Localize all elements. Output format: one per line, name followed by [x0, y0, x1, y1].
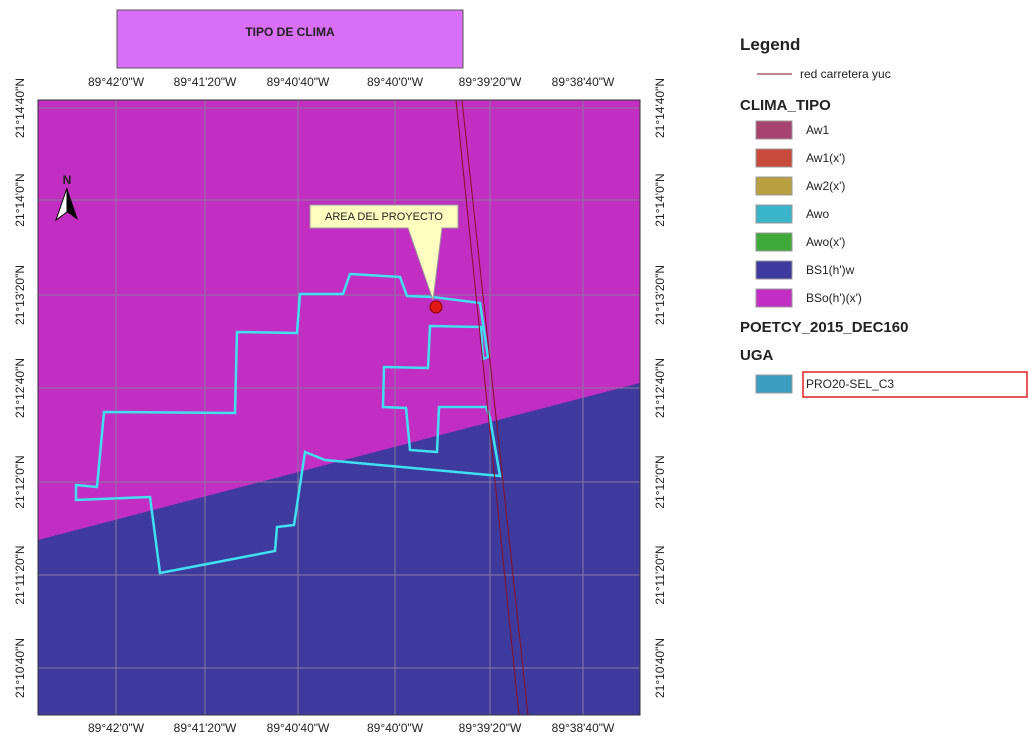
lon-label: 89°40'40"W — [267, 721, 330, 735]
lat-label: 21°10'40"N — [653, 638, 667, 698]
map-title: TIPO DE CLIMA — [245, 25, 335, 39]
lon-label: 89°38'40"W — [552, 721, 615, 735]
lat-label: 21°14'40"N — [653, 78, 667, 138]
project-point — [429, 300, 443, 314]
lat-label: 21°11'20"N — [13, 545, 27, 604]
lon-label: 89°40'0"W — [367, 75, 424, 89]
legend-label: BSo(h')(x') — [806, 291, 862, 305]
lon-label: 89°40'40"W — [267, 75, 330, 89]
longitude-labels: 89°42'0"W 89°42'0"W 89°41'20"W 89°41'20"W 89… — [88, 75, 615, 735]
legend-swatch — [755, 204, 793, 224]
legend-label: BS1(h')w — [806, 263, 855, 277]
map-frame — [37, 99, 641, 716]
legend-swatch — [755, 260, 793, 280]
project-boundary — [74, 272, 502, 575]
lat-label: 21°12'40"N — [653, 358, 667, 418]
map-body — [38, 100, 640, 715]
uga-heading: UGA — [740, 347, 774, 364]
legend-swatch — [755, 176, 793, 196]
legend-label: PRO20-SEL_C3 — [806, 377, 894, 391]
legend-label: Aw1 — [806, 123, 829, 137]
lon-label: 89°39'20"W — [459, 721, 522, 735]
road — [461, 100, 529, 715]
lat-label: 21°13'20"N — [13, 265, 27, 325]
legend-label: Awo(x') — [806, 235, 845, 249]
north-arrow: N — [55, 173, 78, 222]
lon-label: 89°38'40"W — [552, 75, 615, 89]
legend-swatch — [755, 288, 793, 308]
lon-label: 89°41'20"W — [174, 721, 237, 735]
lon-label: 89°39'20"W — [459, 75, 522, 89]
legend: Legend red carretera yuc CLIMA_TIPO Aw1 A… — [740, 35, 1028, 398]
lon-label: 89°42'0"W — [88, 721, 145, 735]
lat-label: 21°14'40"N — [13, 78, 27, 138]
lat-label: 21°12'0"N — [13, 455, 27, 508]
lat-label: 21°13'20"N — [653, 265, 667, 325]
lat-label: 21°12'40"N — [13, 358, 27, 418]
road-label: red carretera yuc — [800, 67, 891, 81]
clima-heading: CLIMA_TIPO — [740, 97, 831, 114]
title-box — [116, 9, 464, 69]
lon-label: 89°40'0"W — [367, 721, 424, 735]
legend-label: Awo — [806, 207, 829, 221]
road — [455, 100, 520, 715]
poetcy-heading: POETCY_2015_DEC160 — [740, 319, 908, 336]
lat-label: 21°14'0"N — [13, 173, 27, 226]
lat-label: 21°14'0"N — [653, 173, 667, 226]
legend-swatch — [755, 148, 793, 168]
legend-label: Aw2(x') — [806, 179, 845, 193]
callout-box — [309, 204, 459, 301]
north-label: N — [63, 173, 72, 187]
latitude-labels: 21°14'40"N 21°14'40"N 21°14'0"N 21°14'0"N 21… — [13, 78, 667, 698]
legend-swatch — [755, 374, 793, 394]
lon-label: 89°42'0"W — [88, 75, 145, 89]
callout-label: AREA DEL PROYECTO — [325, 211, 443, 223]
legend-swatch — [755, 232, 793, 252]
legend-swatch — [755, 120, 793, 140]
legend-label: Aw1(x') — [806, 151, 845, 165]
lat-label: 21°12'0"N — [653, 455, 667, 508]
lon-label: 89°41'20"W — [174, 75, 237, 89]
selection-box — [802, 371, 1028, 398]
lat-label: 21°11'20"N — [653, 545, 667, 604]
lat-label: 21°10'40"N — [13, 638, 27, 698]
legend-title: Legend — [740, 35, 800, 54]
